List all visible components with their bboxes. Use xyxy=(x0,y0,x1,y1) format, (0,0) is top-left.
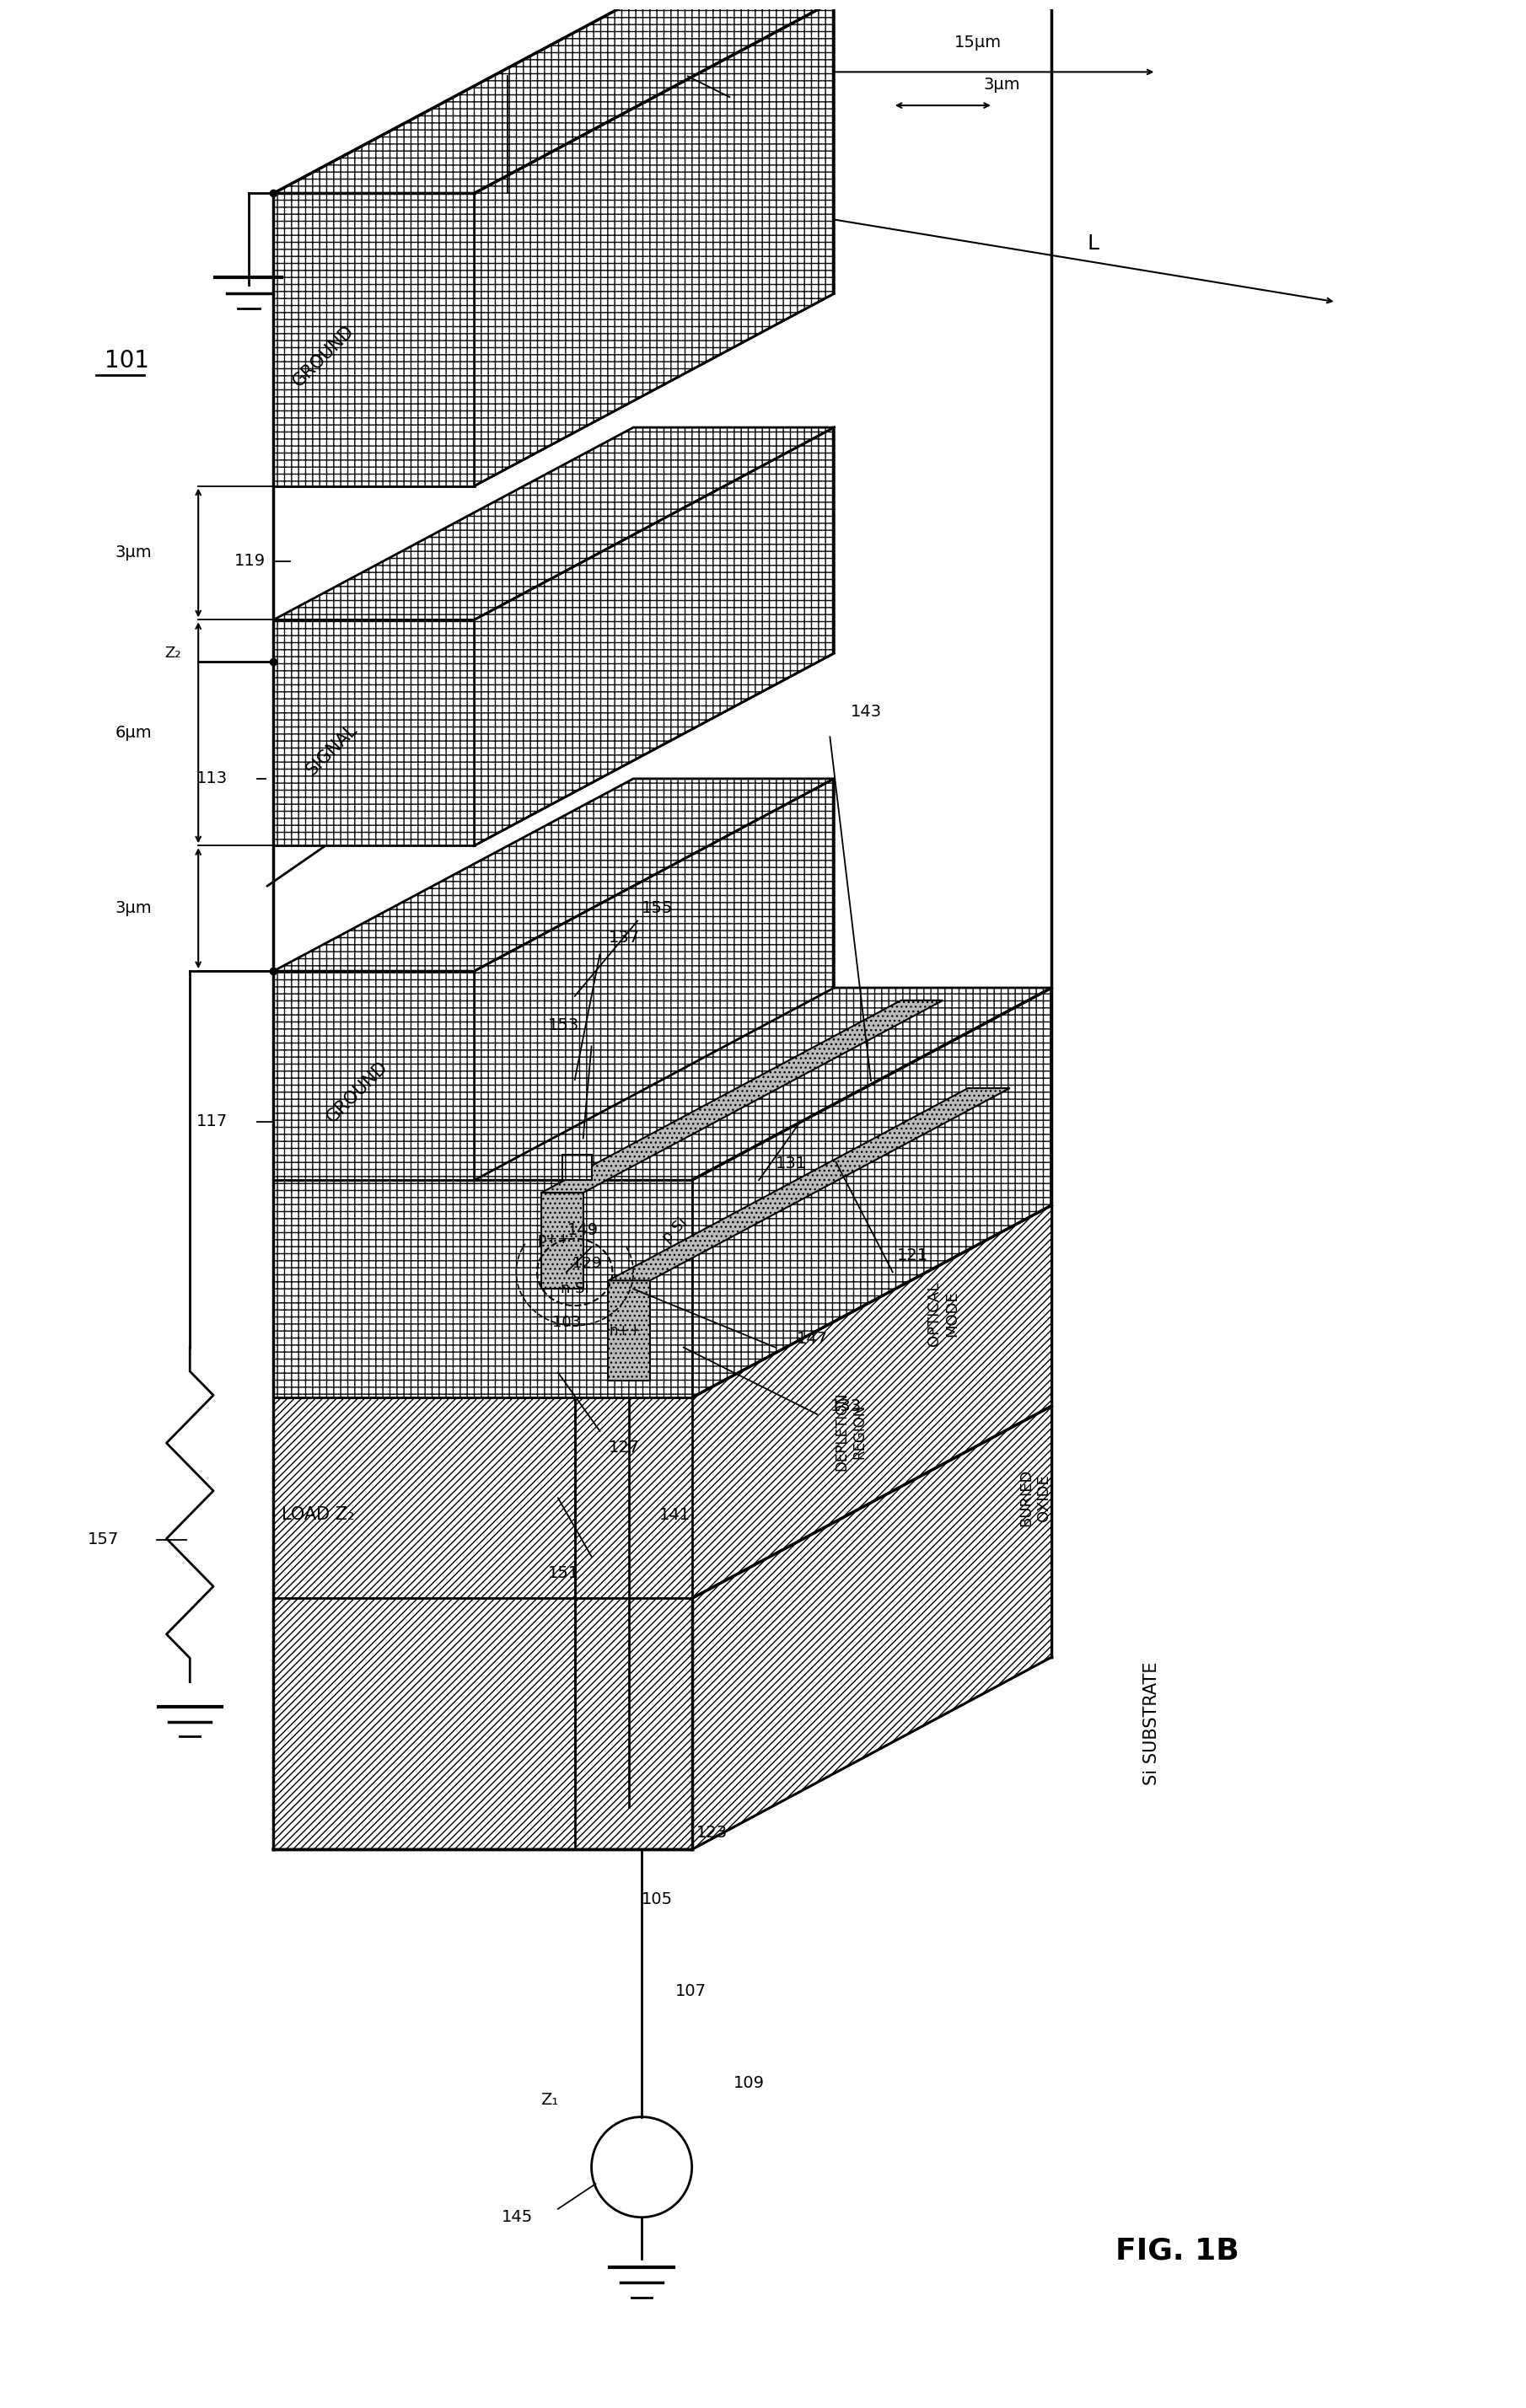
Text: 105: 105 xyxy=(642,1890,673,1907)
Text: BURIED
OXIDE: BURIED OXIDE xyxy=(1018,1469,1051,1527)
Polygon shape xyxy=(609,1088,1010,1281)
Text: RF: RF xyxy=(627,2158,656,2177)
Polygon shape xyxy=(273,1180,691,1397)
Text: 15μm: 15μm xyxy=(954,34,1001,51)
Text: 107: 107 xyxy=(674,1984,707,1999)
Polygon shape xyxy=(562,1156,592,1180)
Text: 6μm: 6μm xyxy=(116,725,153,742)
Polygon shape xyxy=(542,1192,583,1288)
Text: 113: 113 xyxy=(197,771,227,787)
Polygon shape xyxy=(691,1206,1051,1599)
Text: n Si: n Si xyxy=(560,1281,589,1296)
Text: 157: 157 xyxy=(87,1531,119,1548)
Text: n++: n++ xyxy=(609,1322,641,1339)
Text: 149: 149 xyxy=(568,1223,598,1238)
Polygon shape xyxy=(609,1281,650,1380)
Text: Z₁: Z₁ xyxy=(540,2093,559,2107)
Polygon shape xyxy=(273,1206,1051,1397)
Text: 117: 117 xyxy=(197,1112,227,1129)
Polygon shape xyxy=(273,778,835,970)
Polygon shape xyxy=(273,1406,1051,1599)
Text: 141: 141 xyxy=(659,1507,691,1522)
Text: 3μm: 3μm xyxy=(983,77,1019,92)
Text: 155: 155 xyxy=(642,901,673,917)
Text: 123: 123 xyxy=(696,1825,728,1840)
Polygon shape xyxy=(273,193,475,486)
Text: OPTICAL
MODE: OPTICAL MODE xyxy=(926,1281,960,1346)
Text: 3μm: 3μm xyxy=(116,901,153,917)
Text: SIGNAL: SIGNAL xyxy=(304,720,362,778)
Text: 145: 145 xyxy=(502,2208,533,2225)
Text: 119: 119 xyxy=(233,554,266,568)
Polygon shape xyxy=(691,1406,1051,1849)
Polygon shape xyxy=(475,778,835,1180)
Polygon shape xyxy=(273,987,1051,1180)
Polygon shape xyxy=(273,0,835,193)
Polygon shape xyxy=(273,1599,691,1849)
Text: GROUND: GROUND xyxy=(290,323,357,390)
Text: 103: 103 xyxy=(552,1315,581,1329)
Text: 143: 143 xyxy=(852,703,882,720)
Text: 3μm: 3μm xyxy=(116,544,153,561)
Polygon shape xyxy=(542,999,943,1192)
Polygon shape xyxy=(475,0,835,486)
Text: p++: p++ xyxy=(537,1230,571,1247)
Text: 129: 129 xyxy=(572,1257,601,1271)
Polygon shape xyxy=(475,429,835,845)
Polygon shape xyxy=(273,619,475,845)
Text: 121: 121 xyxy=(897,1247,928,1264)
Text: LOAD Z₂: LOAD Z₂ xyxy=(282,1507,356,1524)
Text: GROUND: GROUND xyxy=(324,1060,391,1127)
Text: 101: 101 xyxy=(105,349,150,373)
Polygon shape xyxy=(273,429,835,619)
Text: L: L xyxy=(1088,234,1099,253)
Text: 137: 137 xyxy=(609,929,639,946)
Text: Si SUBSTRATE: Si SUBSTRATE xyxy=(1143,1662,1160,1787)
Text: 131: 131 xyxy=(775,1156,807,1170)
Text: Z₂: Z₂ xyxy=(165,645,182,660)
Polygon shape xyxy=(691,987,1051,1397)
Text: 147: 147 xyxy=(797,1332,827,1346)
Text: 153: 153 xyxy=(548,1019,578,1033)
Circle shape xyxy=(592,2117,691,2218)
Text: p Si: p Si xyxy=(659,1216,691,1245)
Text: 151: 151 xyxy=(548,1565,578,1582)
Text: 133: 133 xyxy=(830,1399,861,1413)
Text: DEPLETION
REGION: DEPLETION REGION xyxy=(835,1392,867,1471)
Text: 127: 127 xyxy=(609,1440,639,1457)
Polygon shape xyxy=(273,1397,691,1599)
Text: FIG. 1B: FIG. 1B xyxy=(1116,2237,1239,2266)
Text: 109: 109 xyxy=(734,2076,765,2093)
Polygon shape xyxy=(273,970,475,1180)
